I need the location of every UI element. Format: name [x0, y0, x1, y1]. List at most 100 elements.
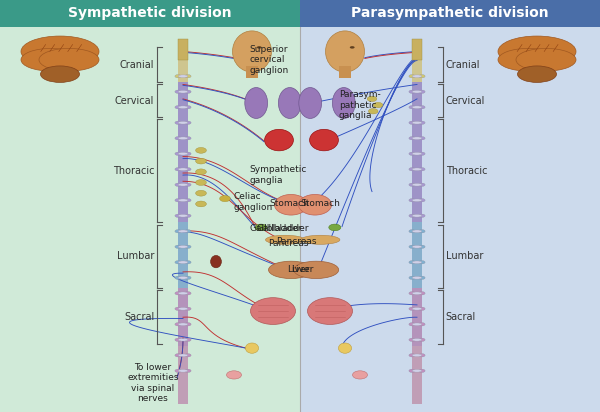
- Bar: [300, 0, 600, 412]
- Ellipse shape: [409, 245, 415, 248]
- Ellipse shape: [185, 136, 191, 140]
- Ellipse shape: [419, 276, 425, 279]
- Ellipse shape: [278, 87, 301, 119]
- Text: Stomach: Stomach: [269, 199, 309, 208]
- Ellipse shape: [175, 75, 181, 78]
- Ellipse shape: [367, 96, 377, 102]
- Ellipse shape: [211, 255, 221, 268]
- Text: Pancreas: Pancreas: [269, 239, 309, 248]
- Ellipse shape: [178, 183, 188, 186]
- Ellipse shape: [409, 229, 415, 233]
- Ellipse shape: [255, 224, 267, 231]
- Ellipse shape: [265, 235, 305, 244]
- Ellipse shape: [178, 354, 188, 357]
- Bar: [0, 0, 300, 412]
- Ellipse shape: [419, 307, 425, 311]
- Ellipse shape: [196, 147, 206, 153]
- Ellipse shape: [419, 121, 425, 124]
- Ellipse shape: [178, 75, 188, 77]
- Ellipse shape: [175, 261, 181, 264]
- Ellipse shape: [412, 261, 422, 264]
- Bar: [412, 43, 422, 54]
- Ellipse shape: [412, 106, 422, 108]
- Ellipse shape: [185, 292, 191, 295]
- Ellipse shape: [185, 229, 191, 233]
- Ellipse shape: [409, 152, 415, 155]
- Ellipse shape: [368, 109, 378, 114]
- Bar: [300, 0, 600, 27]
- Text: Cervical: Cervical: [115, 96, 154, 106]
- Bar: [178, 54, 188, 82]
- Text: Thoracic: Thoracic: [446, 166, 487, 176]
- Bar: [412, 39, 422, 60]
- Ellipse shape: [412, 137, 422, 140]
- Ellipse shape: [178, 230, 188, 232]
- Ellipse shape: [409, 75, 415, 78]
- Ellipse shape: [409, 292, 415, 295]
- Ellipse shape: [185, 183, 191, 186]
- Ellipse shape: [409, 199, 415, 202]
- Ellipse shape: [178, 323, 188, 325]
- Ellipse shape: [245, 343, 259, 353]
- Ellipse shape: [185, 245, 191, 248]
- Text: Parasym-
pathetic
ganglia: Parasym- pathetic ganglia: [339, 90, 381, 120]
- Text: Lumbar: Lumbar: [117, 251, 154, 262]
- Ellipse shape: [299, 87, 322, 119]
- Ellipse shape: [301, 235, 340, 244]
- Text: Liver: Liver: [287, 265, 309, 274]
- Ellipse shape: [178, 168, 188, 171]
- Text: Gallbladder: Gallbladder: [257, 224, 309, 233]
- Ellipse shape: [21, 49, 81, 71]
- Ellipse shape: [353, 371, 367, 379]
- Ellipse shape: [178, 261, 188, 264]
- Ellipse shape: [350, 46, 355, 49]
- Text: Thoracic: Thoracic: [113, 166, 154, 176]
- Ellipse shape: [185, 168, 191, 171]
- Text: Lumbar: Lumbar: [446, 251, 483, 262]
- Ellipse shape: [185, 105, 191, 109]
- Ellipse shape: [175, 183, 181, 186]
- Ellipse shape: [21, 36, 99, 67]
- Ellipse shape: [175, 214, 181, 218]
- Text: Cranial: Cranial: [119, 60, 154, 70]
- Bar: [412, 346, 422, 404]
- Bar: [178, 39, 188, 60]
- Bar: [412, 82, 422, 222]
- Ellipse shape: [178, 339, 188, 341]
- Ellipse shape: [419, 261, 425, 264]
- Bar: [178, 222, 188, 288]
- Ellipse shape: [185, 338, 191, 342]
- Ellipse shape: [498, 49, 558, 71]
- Text: Superior
cervical
ganglion: Superior cervical ganglion: [249, 45, 288, 75]
- Ellipse shape: [185, 276, 191, 279]
- Bar: [0, 0, 300, 27]
- Ellipse shape: [412, 307, 422, 310]
- Ellipse shape: [196, 158, 206, 164]
- Ellipse shape: [412, 354, 422, 357]
- Ellipse shape: [419, 338, 425, 342]
- Bar: [246, 66, 258, 78]
- Ellipse shape: [185, 90, 191, 94]
- Ellipse shape: [412, 168, 422, 171]
- Ellipse shape: [310, 129, 338, 151]
- Bar: [412, 43, 422, 404]
- Ellipse shape: [185, 199, 191, 202]
- Ellipse shape: [419, 353, 425, 357]
- Ellipse shape: [233, 31, 271, 72]
- Ellipse shape: [178, 90, 188, 93]
- Ellipse shape: [409, 369, 415, 372]
- Ellipse shape: [419, 369, 425, 372]
- Ellipse shape: [178, 246, 188, 248]
- Ellipse shape: [175, 136, 181, 140]
- Ellipse shape: [185, 152, 191, 155]
- Ellipse shape: [265, 129, 293, 151]
- Ellipse shape: [178, 276, 188, 279]
- Ellipse shape: [178, 307, 188, 310]
- Ellipse shape: [409, 261, 415, 264]
- Ellipse shape: [409, 136, 415, 140]
- Ellipse shape: [419, 152, 425, 155]
- Ellipse shape: [419, 229, 425, 233]
- Ellipse shape: [178, 137, 188, 140]
- Ellipse shape: [178, 370, 188, 372]
- Ellipse shape: [329, 224, 341, 231]
